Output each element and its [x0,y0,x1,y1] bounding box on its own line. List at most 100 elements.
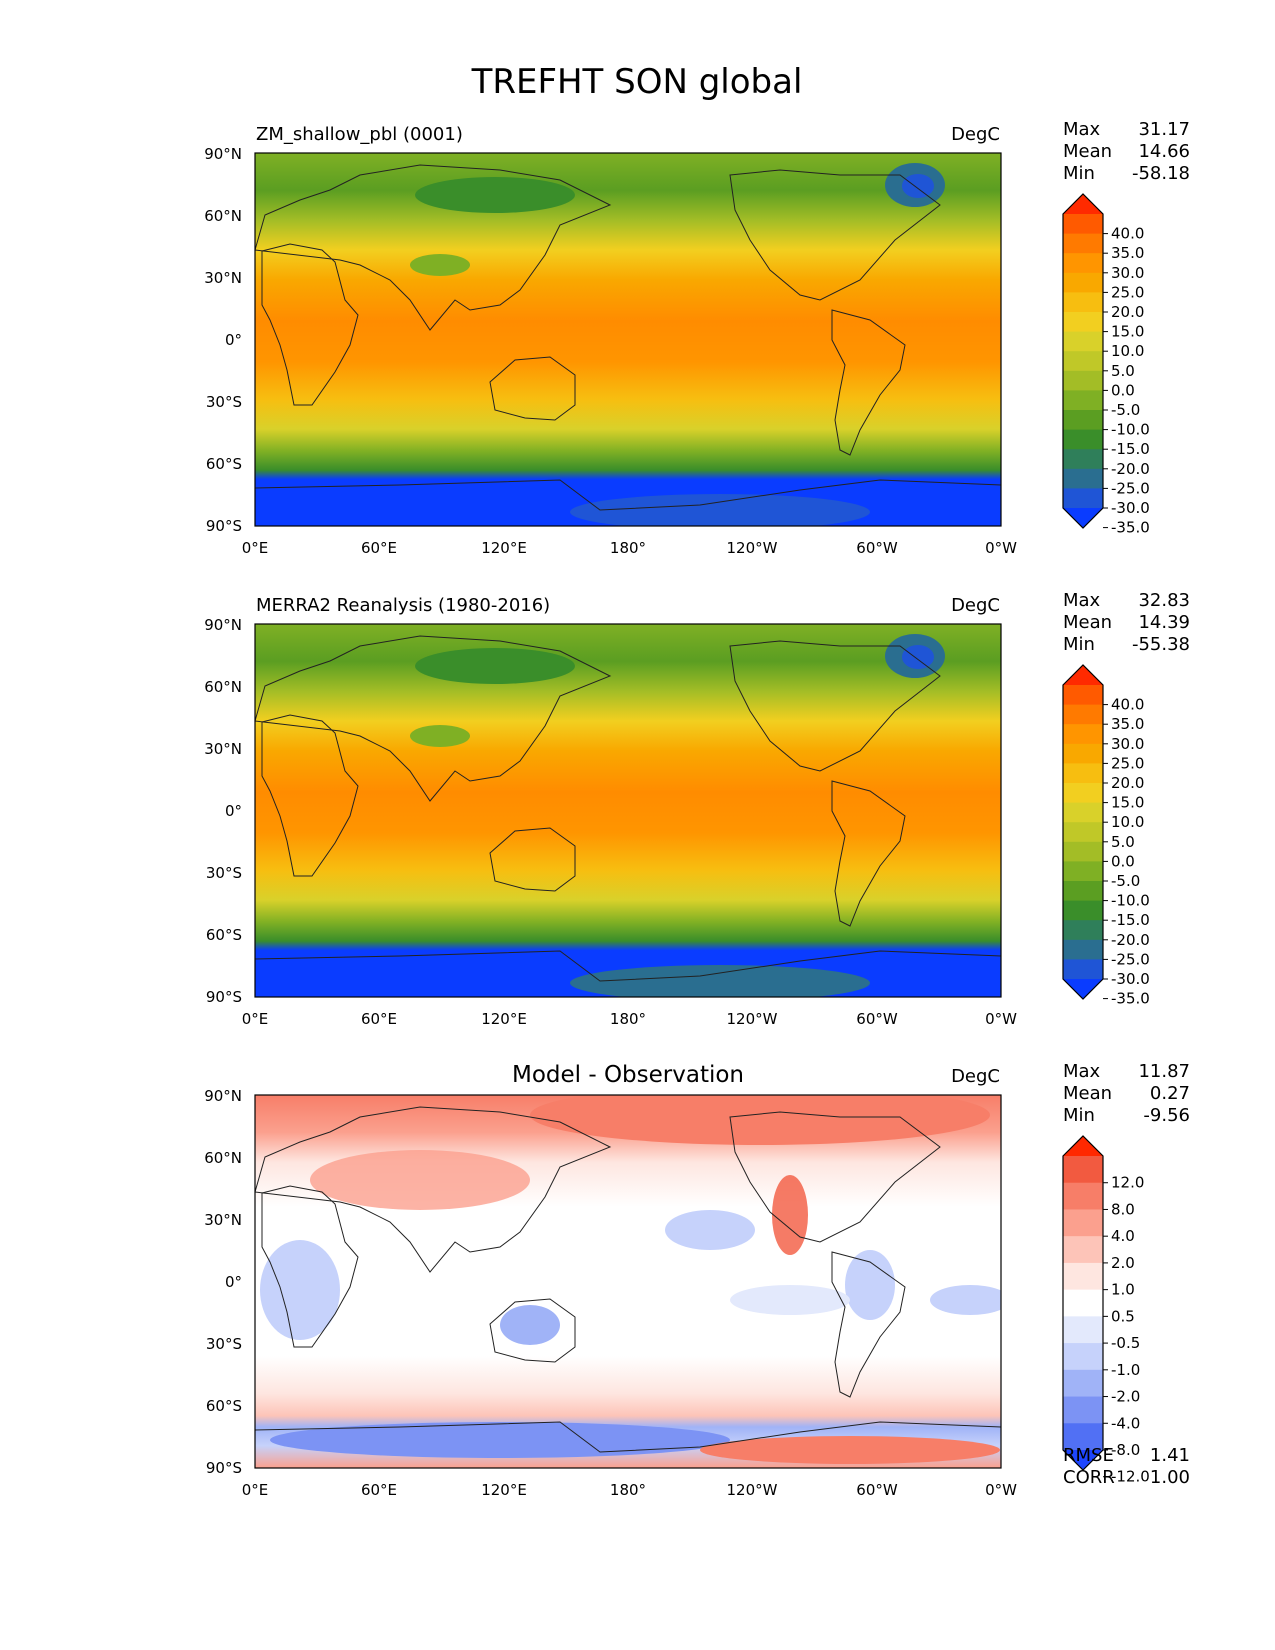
stat-value: 11.87 [1138,1061,1190,1082]
antarctica-outline [255,950,1001,982]
lat-axis: 90°N 60°N 30°N 0° 30°S 60°S 90°S [204,616,242,1006]
lon-tick-label: 180° [610,1010,646,1028]
lat-tick-label: 30°S [206,393,242,411]
colorbar-tick-label: -10.0 [1111,421,1150,439]
colorbar-tick-label: 0.0 [1111,852,1135,870]
lat-tick-label: 90°S [206,1459,242,1477]
colorbar-tick-label: -30.0 [1111,970,1150,988]
coastlines [255,164,1001,511]
colorbar-band [1063,900,1103,921]
stat-label: Max [1063,590,1101,611]
panel-obs: MERRA2 Reanalysis (1980-2016) DegC 90°N … [204,590,1190,1028]
colorbar-band [1063,370,1103,391]
north-pacific-cold-bias [665,1210,755,1250]
stat-label: Min [1063,163,1095,184]
colorbar-tick-label: 0.5 [1111,1307,1135,1325]
colorbar-band [1063,488,1103,509]
metric-label: RMSE [1063,1445,1114,1466]
stat-value: 14.66 [1138,141,1190,162]
africa-outline [261,1185,359,1348]
antarctica-outline [255,479,1001,511]
lat-tick-label: 90°N [204,1087,242,1105]
lat-tick-label: 90°S [206,988,242,1006]
colorbar: 40.035.0 30.025.0 20.0 15.010.0 5.00.0 -5.0 -1… [1062,664,1150,1008]
colorbar-band [1063,1369,1103,1398]
lon-tick-label: 60°E [361,1010,397,1028]
lat-tick-label: 90°S [206,517,242,535]
lon-tick-label: 0°W [985,539,1017,557]
coastlines [255,1106,1001,1453]
africa-cold-bias [260,1240,340,1340]
colorbar-band [1063,881,1103,902]
colorbar-tick-label: 30.0 [1111,735,1144,753]
panel-title: ZM_shallow_pbl (0001) [256,124,463,145]
colorbar-band [1063,861,1103,882]
colorbar-extend-min [1063,979,1103,999]
colorbar-extend-max [1063,665,1103,685]
lat-tick-label: 60°S [206,1397,242,1415]
lon-tick-label: 60°W [856,1010,898,1028]
colorbar-tick-label: 20.0 [1111,303,1144,321]
north-america-outline [729,169,941,301]
antarctic-ross-region [570,965,870,997]
colorbar-band [1063,685,1103,706]
lat-tick-label: 30°N [204,740,242,758]
stats-block: Max 32.83 Mean 14.39 Min -55.38 [1063,590,1190,655]
australia-outline [489,827,576,892]
lat-tick-label: 90°N [204,145,242,163]
colorbar-band [1063,1423,1103,1451]
map-plot-area [255,153,1001,526]
eurasia-outline [255,164,612,331]
australia-outline [489,1298,576,1363]
lat-axis: 90°N 60°N 30°N 0° 30°S 60°S 90°S [204,1087,242,1477]
colorbar-tick-label: 0.0 [1111,381,1135,399]
colorbar-tick-label: 35.0 [1111,715,1144,733]
colorbar-tick-label: -20.0 [1111,460,1150,478]
lon-tick-label: 60°E [361,1481,397,1499]
metric-value: 1.41 [1150,1445,1190,1466]
antarctic-ross-region [570,494,870,526]
east-atlantic-cold-bias [930,1285,1001,1315]
colorbar-tick-label: 8.0 [1111,1200,1135,1218]
stat-label: Mean [1063,1083,1112,1104]
map-frame [254,1094,1002,1469]
colorbar-band [1063,410,1103,431]
colorbar-band [1063,331,1103,352]
lon-tick-label: 0°W [985,1481,1017,1499]
south-america-cold-bias [845,1250,895,1320]
colorbar-band [1063,1316,1103,1344]
rockies-warm-bias [772,1175,808,1255]
temperature-field [255,624,1001,997]
tibet-cold-region [410,725,470,747]
colorbar-band [1063,351,1103,372]
colorbar-tick-label: -15.0 [1111,440,1150,458]
temperature-field [255,153,1001,526]
colorbar-tick-label: 15.0 [1111,794,1144,812]
map-frame [254,623,1002,998]
colorbar-tick-label: -12.0 [1111,1468,1150,1486]
stat-value: -58.18 [1132,163,1190,184]
siberia-cold-region [415,648,575,684]
lon-tick-label: 0°W [985,1010,1017,1028]
lat-tick-label: 90°N [204,616,242,634]
colorbar-tick-label: -35.0 [1111,990,1150,1008]
lat-tick-label: 30°S [206,1335,242,1353]
lat-tick-label: 30°S [206,864,242,882]
colorbar-tick-label: -15.0 [1111,911,1150,929]
lon-tick-label: 120°W [727,1481,778,1499]
colorbar-tick-label: 5.0 [1111,362,1135,380]
colorbar-tick-label: 2.0 [1111,1254,1135,1272]
lon-axis: 0°E 60°E 120°E 180° 120°W 60°W 0°W [242,539,1017,557]
lon-tick-label: 0°E [242,1010,269,1028]
lat-tick-label: 0° [225,802,242,820]
lon-tick-label: 120°W [727,1010,778,1028]
south-america-outline [831,780,906,927]
metric-label: CORR [1063,1467,1115,1488]
colorbar-tick-label: 40.0 [1111,225,1144,243]
colorbar-band [1063,1396,1103,1424]
greenland-cold-core [902,174,934,198]
stat-label: Mean [1063,141,1112,162]
colorbar-tick-label: 40.0 [1111,696,1144,714]
stats-block: Max 31.17 Mean 14.66 Min -58.18 [1063,119,1190,184]
colorbar-band [1063,253,1103,274]
